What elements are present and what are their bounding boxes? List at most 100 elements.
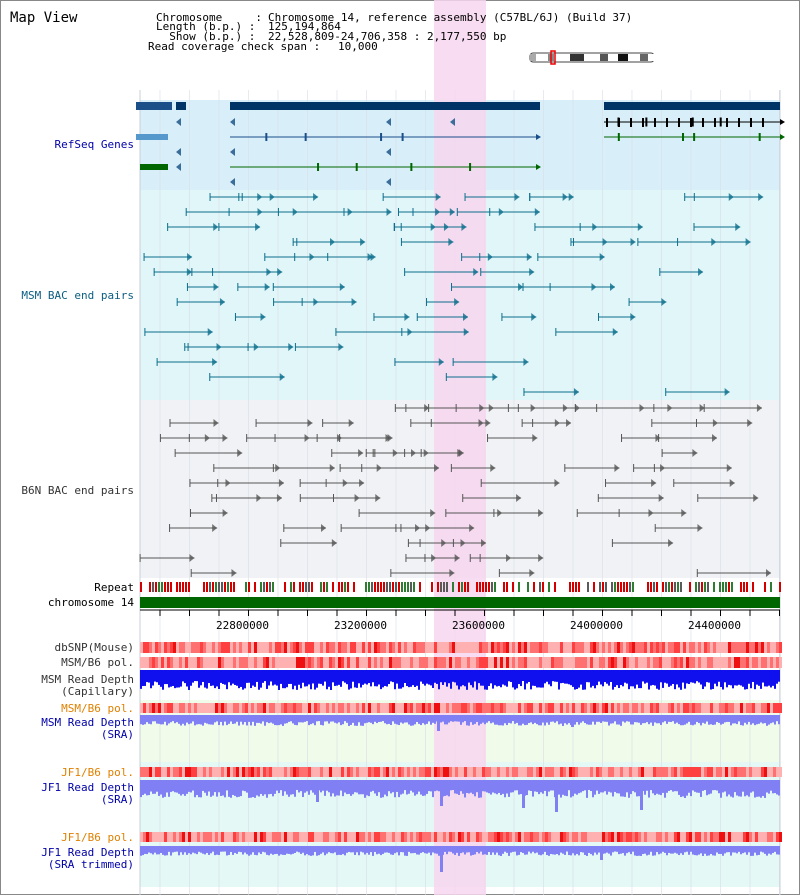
polymorphism-cell <box>401 642 404 653</box>
depth-bar <box>620 780 622 797</box>
bac-pair-arrow <box>360 238 366 246</box>
track-label-b6n-bac[interactable]: B6N BAC end pairs <box>21 484 134 497</box>
depth-bar <box>720 846 722 854</box>
polymorphism-cell <box>416 703 419 713</box>
polymorphism-cell <box>737 642 740 653</box>
depth-bar <box>638 670 640 689</box>
depth-bar <box>554 846 556 855</box>
polymorphism-cell <box>326 767 329 777</box>
coverage-label: Read coverage check span : <box>148 40 327 53</box>
depth-bar <box>222 846 224 852</box>
depth-bar <box>336 846 338 856</box>
depth-bar <box>408 846 410 852</box>
repeat-mark <box>284 582 286 592</box>
depth-bar <box>400 846 402 853</box>
polymorphism-cell <box>374 703 377 713</box>
depth-bar <box>538 715 540 726</box>
repeat-mark <box>740 582 742 592</box>
polymorphism-cell <box>599 703 602 713</box>
track-label-msm-bac[interactable]: MSM BAC end pairs <box>21 289 134 302</box>
polymorphism-cell <box>515 832 518 842</box>
polymorphism-cell <box>638 832 641 842</box>
polymorphism-cell <box>665 703 668 713</box>
depth-bar <box>230 670 232 686</box>
depth-bar <box>512 780 514 793</box>
depth-bar <box>170 670 172 687</box>
depth-bar <box>558 670 560 690</box>
depth-bar <box>140 846 142 856</box>
depth-bar <box>692 780 694 791</box>
polymorphism-cell <box>650 767 653 777</box>
bac-pair-arrow <box>385 434 391 442</box>
bac-pair-arrow <box>430 509 436 517</box>
polymorphism-cell <box>647 832 650 842</box>
depth-bar <box>500 780 502 796</box>
depth-bar <box>646 780 648 791</box>
polymorphism-cell <box>251 832 254 842</box>
depth-bar <box>316 715 318 722</box>
depth-bar <box>314 670 316 690</box>
depth-bar <box>754 670 756 690</box>
depth-bar <box>266 670 268 689</box>
polymorphism-cell <box>578 657 581 668</box>
repeat-mark <box>263 582 265 592</box>
polymorphism-cell <box>644 703 647 713</box>
depth-bar <box>750 846 752 856</box>
depth-bar <box>734 715 736 724</box>
polymorphism-cell <box>161 642 164 653</box>
depth-bar <box>276 670 278 686</box>
repeat-mark <box>620 582 622 592</box>
depth-bar <box>422 846 424 853</box>
depth-bar <box>636 846 638 856</box>
polymorphism-cell <box>308 703 311 713</box>
polymorphism-cell <box>635 703 638 713</box>
depth-bar <box>676 780 678 792</box>
depth-bar <box>250 715 252 726</box>
bac-pair-arrow <box>668 539 674 547</box>
polymorphism-cell <box>404 642 407 653</box>
depth-bar <box>644 846 646 854</box>
polymorphism-cell <box>686 642 689 653</box>
depth-bar <box>664 715 666 722</box>
depth-bar <box>306 715 308 722</box>
depth-bar <box>374 780 376 794</box>
track-label-refseq-genes[interactable]: RefSeq Genes <box>54 138 134 151</box>
depth-bar <box>700 715 702 726</box>
bac-pair-arrow <box>187 253 193 261</box>
depth-bar <box>284 780 286 792</box>
depth-bar <box>476 846 478 853</box>
depth-bar <box>446 846 448 855</box>
bac-pair-arrow <box>213 223 219 231</box>
depth-bar <box>252 670 254 686</box>
polymorphism-cell <box>404 767 407 777</box>
bac-pair-arrow <box>554 479 560 487</box>
depth-bar <box>160 846 162 853</box>
polymorphism-cell <box>605 703 608 713</box>
depth-bar <box>176 670 178 688</box>
polymorphism-cell <box>215 832 218 842</box>
depth-bar <box>680 780 682 798</box>
repeat-mark <box>266 582 268 592</box>
depth-bar <box>406 780 408 795</box>
polymorphism-cell <box>701 703 704 713</box>
polymorphism-cell <box>689 703 692 713</box>
polymorphism-cell <box>461 642 464 653</box>
depth-bar <box>522 670 524 682</box>
polymorphism-cell <box>758 767 761 777</box>
polymorphism-cell <box>707 767 710 777</box>
depth-bar <box>156 670 158 683</box>
polymorphism-cell <box>725 642 728 653</box>
depth-bar <box>140 780 142 798</box>
polymorphism-cell <box>539 642 542 653</box>
depth-bar <box>576 715 578 723</box>
depth-bar <box>712 715 714 725</box>
depth-bar <box>248 780 250 798</box>
polymorphism-cell <box>401 657 404 668</box>
depth-bar <box>736 715 738 725</box>
polymorphism-cell <box>524 703 527 713</box>
depth-bar <box>496 715 498 725</box>
depth-bar <box>616 670 618 686</box>
polymorphism-cell <box>158 703 161 713</box>
polymorphism-cell <box>443 657 446 668</box>
